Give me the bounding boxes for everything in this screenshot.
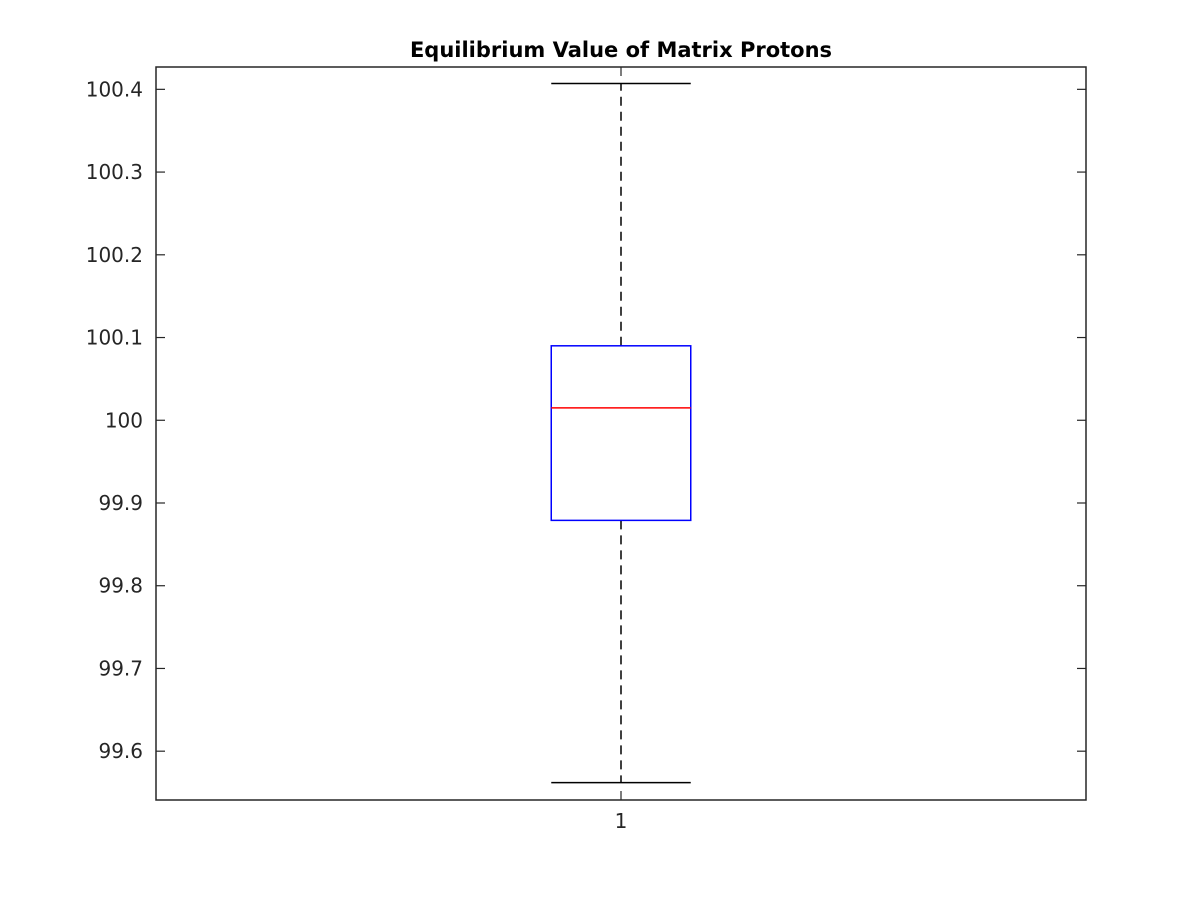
chart-title: Equilibrium Value of Matrix Protons: [410, 38, 832, 62]
y-tick-label: 100.3: [86, 160, 143, 184]
y-tick-label: 100.1: [86, 326, 143, 350]
x-tick-label: 1: [615, 809, 628, 833]
y-tick-label: 99.6: [98, 739, 143, 763]
y-tick-label: 99.9: [98, 491, 143, 515]
box-iqr: [550, 345, 692, 522]
y-tick-label: 99.8: [98, 574, 143, 598]
y-tick-label: 100.2: [86, 243, 143, 267]
y-tick-label: 99.7: [98, 656, 143, 680]
x-axis: 1: [615, 67, 628, 833]
y-tick-label: 100: [105, 408, 143, 432]
boxes-layer: [550, 82, 692, 784]
y-axis: 99.6 99.7 99.8 99.9 100 100.1 100.2 100.3 100.4: [86, 77, 1086, 763]
y-tick-label: 100.4: [86, 77, 143, 101]
